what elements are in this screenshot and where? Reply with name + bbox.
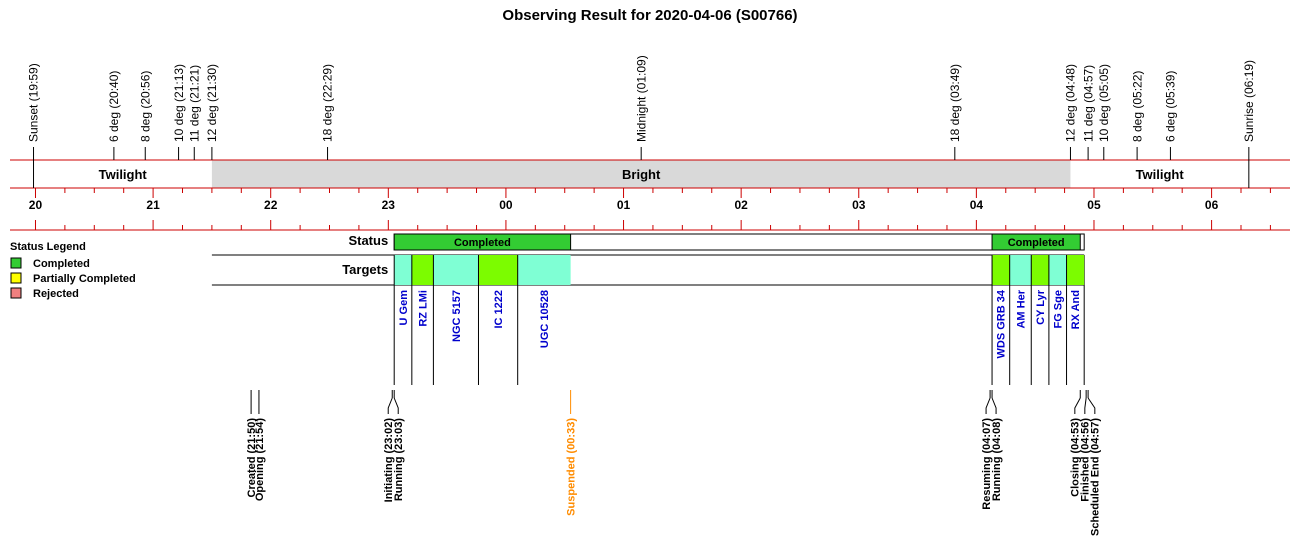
legend-label-rejected: Rejected <box>33 288 79 300</box>
sun-event-label: Sunset (19:59) <box>27 63 41 142</box>
sun-event-label: 6 deg (20:40) <box>107 71 121 142</box>
hour-label-01: 01 <box>617 198 631 212</box>
log-event-label: Created (21:50) <box>246 418 258 498</box>
sun-event-label: Sunrise (06:19) <box>1242 60 1256 142</box>
target-label-ugc-10528: UGC 10528 <box>539 290 551 348</box>
target-label-cy-lyr: CY Lyr <box>1035 289 1047 325</box>
status-block-label: Completed <box>454 237 511 249</box>
target-block-rx-and <box>1066 255 1085 285</box>
target-block-fg-sge <box>1048 255 1067 285</box>
hour-label-00: 00 <box>499 198 513 212</box>
log-event-label: Resuming (04:07) <box>981 418 993 510</box>
sky-band-twilight-2 <box>1070 160 1249 188</box>
hour-label-06: 06 <box>1205 198 1219 212</box>
sky-band-bright-1 <box>211 160 1071 188</box>
log-event-label: Opening (21:54) <box>254 418 266 501</box>
target-label-am-her: AM Her <box>1015 289 1027 328</box>
sky-band-label: Twilight <box>99 167 148 182</box>
log-event-label: Closing (04:53) <box>1070 418 1082 497</box>
log-event-label: Initiating (23:02) <box>383 418 395 503</box>
hour-label-22: 22 <box>264 198 278 212</box>
target-label-fg-sge: FG Sge <box>1053 290 1065 329</box>
legend-swatch-partially-completed <box>10 272 22 284</box>
log-event-label: Finished (04:56) <box>1080 418 1092 502</box>
log-event-leader <box>393 397 399 414</box>
log-event-label: Running (23:03) <box>393 418 405 501</box>
log-event-label: Running (04:08) <box>991 418 1003 501</box>
sky-band-twilight-0 <box>33 160 212 188</box>
hour-tick-layer: 20 21 22 23 00 01 02 03 04 05 06 <box>29 188 1271 230</box>
hour-label-23: 23 <box>382 198 396 212</box>
legend-swatch-rejected <box>10 287 22 299</box>
target-block-ugc-10528 <box>517 255 571 285</box>
log-event-leader <box>387 397 393 414</box>
sun-event-label: 10 deg (05:05) <box>1097 64 1111 142</box>
target-label-wds-grb-34: WDS GRB 34 <box>996 289 1008 358</box>
status-legend: Status Legend Completed Partially Complete… <box>10 241 136 300</box>
hour-label-03: 03 <box>852 198 866 212</box>
log-event-leader <box>1087 397 1096 414</box>
target-label-rx-and: RX And <box>1070 290 1082 329</box>
sun-event-label: 11 deg (04:57) <box>1081 65 1095 142</box>
sun-event-label: 12 deg (04:48) <box>1064 64 1078 142</box>
log-event-label: Suspended (00:33) <box>565 418 577 516</box>
target-block-wds-grb-34 <box>992 255 1010 285</box>
status-block-label: Completed <box>1008 237 1065 249</box>
hour-label-05: 05 <box>1087 198 1101 212</box>
hour-label-21: 21 <box>146 198 160 212</box>
sky-band-label: Twilight <box>1136 167 1185 182</box>
legend-label-completed: Completed <box>33 258 90 270</box>
sun-event-label: Midnight (01:09) <box>634 55 648 142</box>
sun-event-label: 11 deg (21:21) <box>187 65 201 142</box>
legend-label-partially-completed: Partially Completed <box>33 273 136 285</box>
hour-label-02: 02 <box>734 198 748 212</box>
targets-row-label: Targets <box>342 262 388 277</box>
sun-event-label: 12 deg (21:30) <box>205 64 219 142</box>
sun-event-label: 6 deg (05:39) <box>1164 71 1178 142</box>
sky-band-layer: Twilight Bright Twilight <box>33 160 1249 188</box>
target-label-ngc-5157: NGC 5157 <box>451 290 463 342</box>
hour-label-20: 20 <box>29 198 43 212</box>
observation-rows: Status Completed Completed Targets U Gem RZ L… <box>211 233 1085 385</box>
target-label-rz-lmi: RZ LMi <box>417 290 429 327</box>
target-block-u-gem <box>394 255 412 285</box>
target-block-ic-1222 <box>478 255 518 285</box>
target-block-ngc-5157 <box>433 255 479 285</box>
sun-event-label: 8 deg (05:22) <box>1130 71 1144 142</box>
target-label-u-gem: U Gem <box>398 290 410 326</box>
log-event-layer: Created (21:50)Opening (21:54) Initiating… <box>246 390 1102 536</box>
sun-event-label: 8 deg (20:56) <box>138 71 152 142</box>
log-event-label: Scheduled End (04:57) <box>1090 418 1102 536</box>
target-block-rz-lmi <box>411 255 434 285</box>
hour-label-04: 04 <box>970 198 984 212</box>
chart-title: Observing Result for 2020-04-06 (S00766) <box>502 7 797 24</box>
log-event-leader <box>1084 397 1087 414</box>
sun-event-layer: Sunset (19:59) 6 deg (20:40) 8 deg (20:56)… <box>27 55 1256 188</box>
sky-band-label: Bright <box>622 167 661 182</box>
status-block-1 <box>991 233 1081 251</box>
legend-title: Status Legend <box>10 241 86 253</box>
target-block-cy-lyr <box>1031 255 1049 285</box>
axis-layer <box>10 159 1290 231</box>
status-block-0 <box>393 233 572 251</box>
status-row-label: Status <box>348 233 388 248</box>
sun-event-label: 18 deg (03:49) <box>948 64 962 142</box>
sun-event-label: 10 deg (21:13) <box>172 64 186 142</box>
log-event-leader <box>1074 397 1081 414</box>
sun-event-label: 18 deg (22:29) <box>321 64 335 142</box>
legend-swatch-completed <box>10 257 22 269</box>
log-event-leader <box>985 397 991 414</box>
log-event-leader <box>991 397 997 414</box>
target-block-am-her <box>1009 255 1032 285</box>
target-label-ic-1222: IC 1222 <box>493 290 505 329</box>
